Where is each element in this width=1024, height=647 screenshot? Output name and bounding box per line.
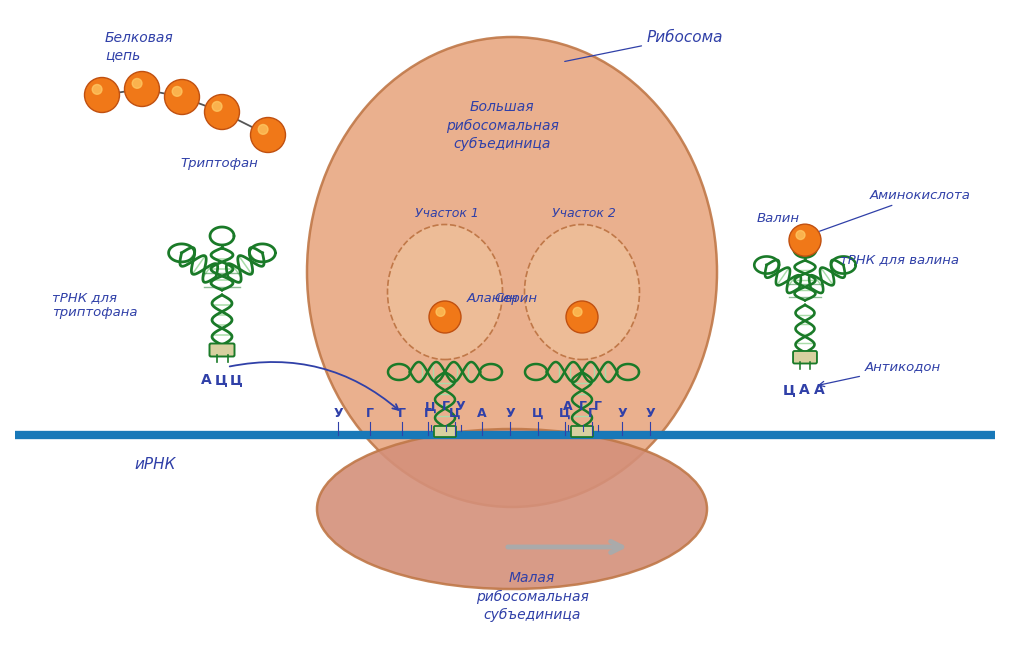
Text: Участок 2: Участок 2 — [552, 207, 616, 220]
Text: Рибосома: Рибосома — [564, 30, 724, 61]
Ellipse shape — [387, 225, 503, 360]
Circle shape — [796, 230, 805, 239]
Text: Серин: Серин — [494, 292, 537, 305]
Text: У: У — [505, 407, 515, 420]
Text: Участок 1: Участок 1 — [415, 207, 479, 220]
Text: Г: Г — [398, 407, 406, 420]
Text: Ц: Ц — [532, 407, 544, 420]
Text: Антикодон: Антикодон — [819, 360, 941, 387]
Circle shape — [165, 80, 200, 115]
Text: тРНК для валина: тРНК для валина — [840, 254, 959, 267]
Text: Валин: Валин — [757, 212, 800, 225]
Text: Ц: Ц — [559, 407, 570, 420]
Circle shape — [132, 78, 142, 88]
Circle shape — [172, 87, 182, 96]
Text: Ц: Ц — [230, 373, 243, 387]
Text: У: У — [456, 400, 465, 413]
Circle shape — [92, 85, 102, 94]
Text: Г: Г — [424, 407, 432, 420]
FancyBboxPatch shape — [434, 426, 456, 437]
FancyBboxPatch shape — [571, 426, 593, 437]
Circle shape — [429, 301, 461, 333]
Text: У: У — [617, 407, 627, 420]
Text: Ц: Ц — [450, 407, 461, 420]
Circle shape — [573, 307, 582, 316]
Text: тРНК для
триптофана: тРНК для триптофана — [52, 291, 137, 319]
Text: Аланин: Аланин — [467, 292, 518, 305]
Circle shape — [85, 78, 120, 113]
Text: У: У — [333, 407, 343, 420]
Text: А: А — [201, 373, 212, 387]
FancyBboxPatch shape — [210, 344, 234, 356]
Circle shape — [205, 94, 240, 129]
Text: У: У — [645, 407, 654, 420]
Text: Большая
рибосомальная
субъединица: Большая рибосомальная субъединица — [445, 100, 558, 151]
Text: Аминокислота: Аминокислота — [819, 189, 971, 231]
Text: Малая
рибосомальная
субъединица: Малая рибосомальная субъединица — [475, 571, 589, 622]
Ellipse shape — [307, 37, 717, 507]
Text: Белковая
цепь: Белковая цепь — [105, 30, 174, 62]
Text: А: А — [814, 383, 825, 397]
Circle shape — [125, 72, 160, 107]
Ellipse shape — [317, 429, 707, 589]
Text: Г: Г — [588, 407, 596, 420]
Text: Ц: Ц — [783, 383, 796, 397]
Text: иРНК: иРНК — [134, 457, 176, 472]
Circle shape — [212, 102, 222, 111]
Text: Г: Г — [579, 400, 587, 413]
Ellipse shape — [524, 225, 640, 360]
Text: Г: Г — [366, 407, 374, 420]
FancyBboxPatch shape — [793, 351, 817, 364]
Text: Ц: Ц — [215, 373, 227, 387]
Text: А: А — [799, 383, 809, 397]
Text: Г: Г — [594, 400, 601, 413]
Circle shape — [258, 124, 268, 135]
Text: А: А — [477, 407, 486, 420]
Circle shape — [790, 224, 821, 256]
Text: А: А — [562, 400, 572, 413]
Text: Триптофан: Триптофан — [180, 157, 258, 170]
Circle shape — [251, 118, 286, 153]
Text: Г: Г — [441, 400, 450, 413]
Circle shape — [436, 307, 445, 316]
Text: Ц: Ц — [425, 400, 436, 413]
Circle shape — [566, 301, 598, 333]
